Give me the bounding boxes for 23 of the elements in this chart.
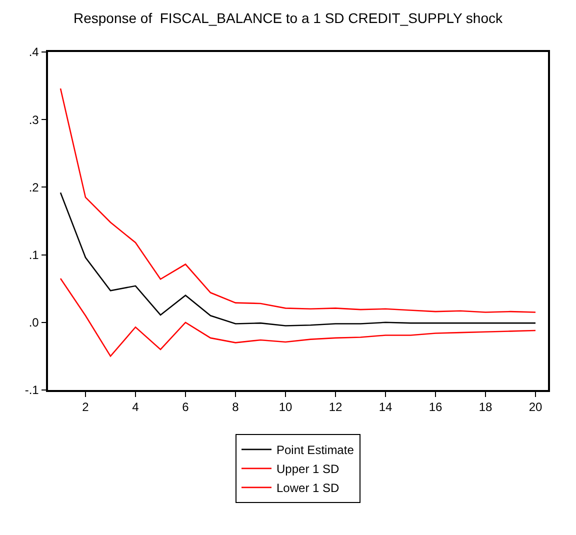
x-tick-label: 20 xyxy=(528,400,542,414)
chart-title: Response of FISCAL_BALANCE to a 1 SD CREDIT_SUPPLY shock xyxy=(73,10,504,26)
x-tick-label: 12 xyxy=(328,400,342,414)
line-series xyxy=(60,192,536,326)
x-tick-label: 16 xyxy=(428,400,442,414)
y-tick-label: .1 xyxy=(28,248,40,262)
legend-label: Lower 1 SD xyxy=(276,481,340,496)
y-tick-label: .3 xyxy=(28,112,40,127)
y-tick-label: .4 xyxy=(28,45,40,60)
legend-label: Point Estimate xyxy=(276,443,354,458)
x-tick-label: 14 xyxy=(378,400,392,414)
x-tick-label: 2 xyxy=(82,400,90,414)
x-tick-label: 18 xyxy=(478,400,492,414)
x-tick-label: 10 xyxy=(278,400,292,414)
x-tick-label: 8 xyxy=(232,400,240,414)
x-tick-label: 6 xyxy=(182,400,190,414)
y-tick-label: .2 xyxy=(28,180,40,194)
line-series xyxy=(60,278,536,357)
y-tick-label: .0 xyxy=(28,316,40,330)
line-series xyxy=(60,88,536,313)
legend-label: Upper 1 SD xyxy=(276,462,340,476)
y-tick-label: -.1 xyxy=(24,383,40,398)
x-tick-label: 4 xyxy=(132,400,140,414)
